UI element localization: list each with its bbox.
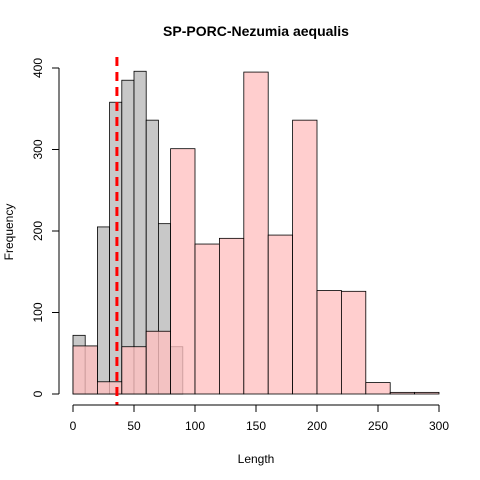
bar-series0-bin2 [97,226,111,395]
bar-series1-bin4 [170,148,196,395]
bar-series1-bin5 [194,243,220,395]
y-tick-label: 0 [31,390,45,397]
bar-series1-bin0 [72,345,98,395]
x-tick-label: 50 [127,419,141,433]
x-tick-label: 150 [246,419,266,433]
y-tick-label: 100 [31,302,45,322]
bar-series1-bin2 [121,346,147,395]
x-axis: 0 50 100 150 200 250 300 [70,404,449,433]
y-tick-label: 400 [31,58,45,78]
bar-series1-bin9 [292,119,318,395]
bar-series1-bin12 [365,382,391,395]
y-axis: 0 100 200 300 400 [31,58,60,397]
x-tick-label: 100 [185,419,205,433]
bar-series1-bin11 [340,290,367,395]
x-tick-label: 250 [368,419,388,433]
bar-series1-bin13 [389,391,416,395]
x-tick-label: 300 [429,419,449,433]
chart-title: SP-PORC-Nezumia aequalis [163,23,349,39]
bar-series1-bin6 [218,237,245,395]
y-tick-label: 300 [31,139,45,159]
bar-series1-bin7 [243,71,269,395]
bar-series1-bin3 [145,330,171,395]
bar-series0-bin5 [133,70,147,395]
bar-series1-bin14 [414,391,440,395]
series-gray-bars [72,70,184,395]
x-tick-label: 0 [70,419,77,433]
y-axis-label: Frequency [2,204,16,261]
bar-series1-bin10 [316,290,342,395]
y-tick-label: 200 [31,221,45,241]
series-pink-bars [72,71,440,395]
x-axis-label: Length [238,452,275,466]
bar-series1-bin8 [267,234,294,395]
x-tick-label: 200 [307,419,327,433]
